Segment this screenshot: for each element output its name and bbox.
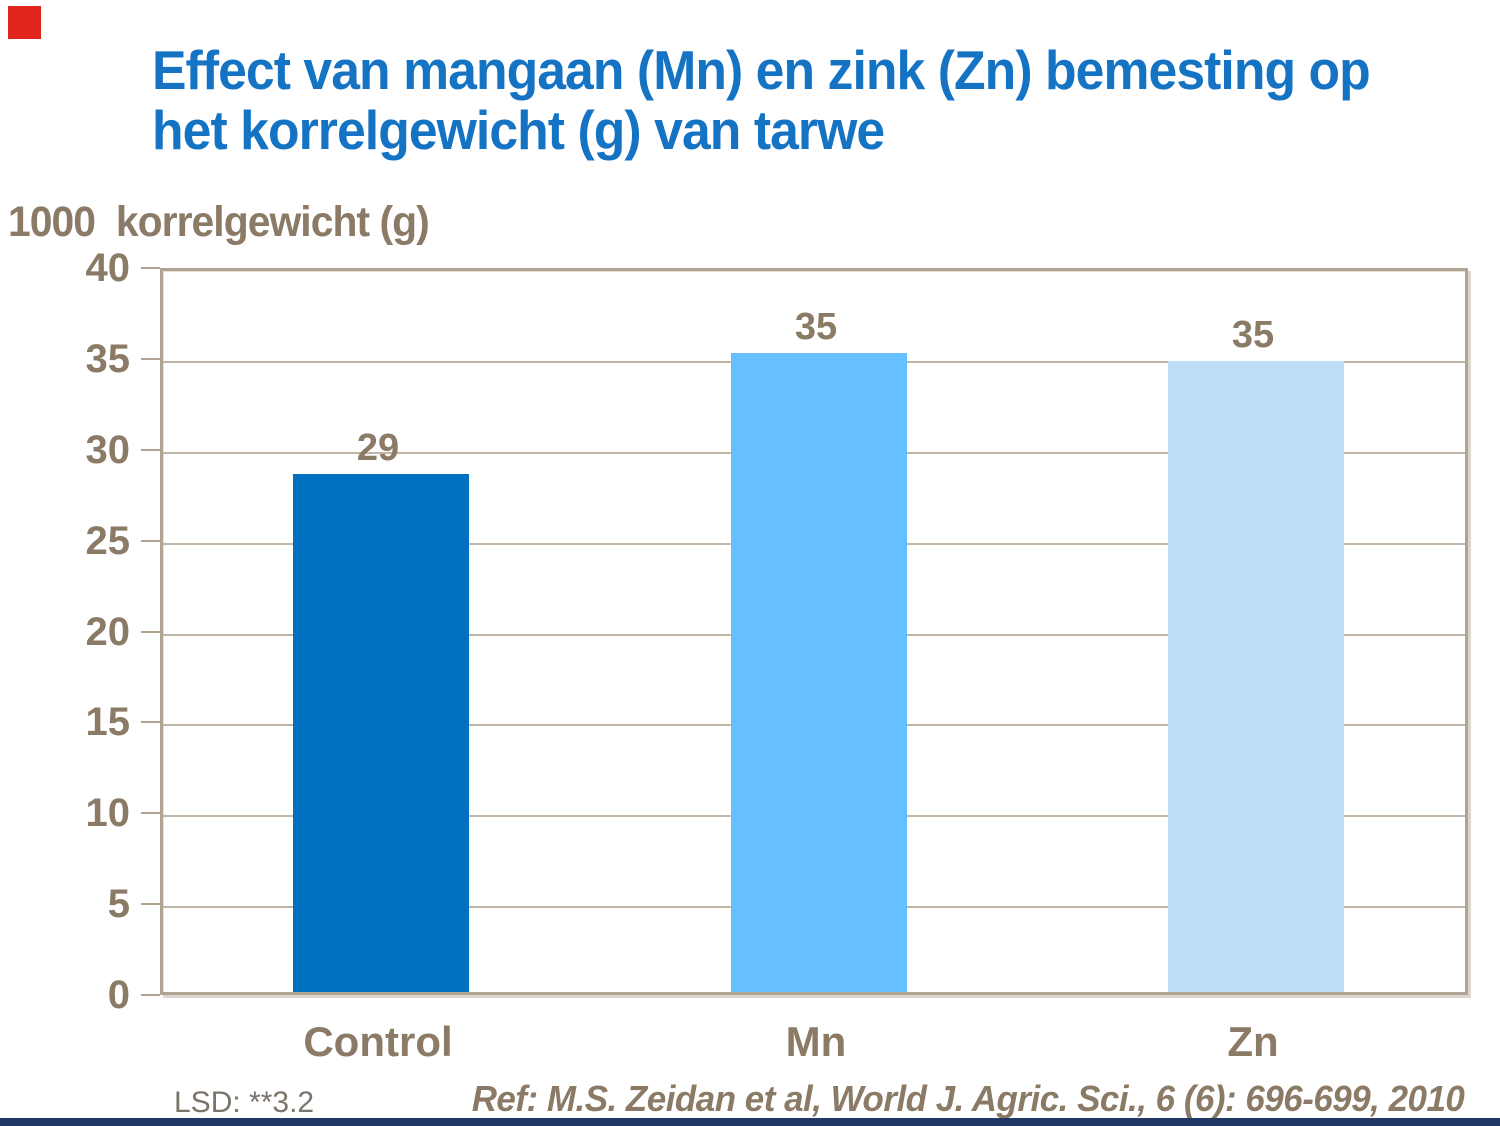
reference-citation: Ref: M.S. Zeidan et al, World J. Agric. … [471, 1078, 1464, 1119]
x-axis-label-mn: Mn [785, 1018, 847, 1065]
chart-title: Effect van mangaan (Mn) en zink (Zn) bem… [152, 40, 1374, 160]
y-tick-label-20: 20 [85, 610, 131, 654]
x-axis-label-control: Control [303, 1018, 453, 1065]
y-tick-mark-35 [141, 358, 160, 360]
y-tick-label-5: 5 [107, 882, 130, 926]
y-tick-label-15: 15 [85, 700, 131, 744]
y-axis-title: 1000 korrelgewicht (g) [8, 198, 430, 246]
bottom-accent-bar [0, 1118, 1500, 1126]
y-tick-mark-20 [141, 631, 160, 633]
y-tick-label-25: 25 [85, 519, 131, 563]
y-tick-mark-5 [141, 903, 160, 905]
chart-title-line1: Effect van mangaan (Mn) en zink (Zn) bem… [152, 39, 1371, 101]
x-axis-label-zn: Zn [1227, 1018, 1279, 1065]
chart-title-line2: het korrelgewicht (g) van tarwe [152, 99, 885, 161]
bar-control [293, 474, 469, 992]
y-tick-label-40: 40 [85, 246, 131, 290]
y-tick-label-35: 35 [85, 337, 131, 381]
bar-value-label-control: 29 [356, 427, 400, 469]
y-tick-label-10: 10 [85, 791, 131, 835]
y-tick-label-0: 0 [107, 973, 130, 1017]
y-tick-mark-25 [141, 540, 160, 542]
y-tick-label-30: 30 [85, 428, 131, 472]
y-tick-mark-40 [141, 267, 160, 269]
y-tick-mark-10 [141, 812, 160, 814]
red-corner-marker [8, 6, 41, 39]
bar-value-label-mn: 35 [794, 306, 838, 348]
bar-value-label-zn: 35 [1231, 314, 1275, 356]
lsd-footnote: LSD: **3.2 [174, 1086, 315, 1119]
bar-mn [731, 353, 907, 992]
y-tick-mark-30 [141, 449, 160, 451]
bar-zn [1168, 361, 1344, 992]
y-tick-mark-0 [141, 994, 160, 996]
plot-area [160, 268, 1468, 995]
y-tick-mark-15 [141, 721, 160, 723]
